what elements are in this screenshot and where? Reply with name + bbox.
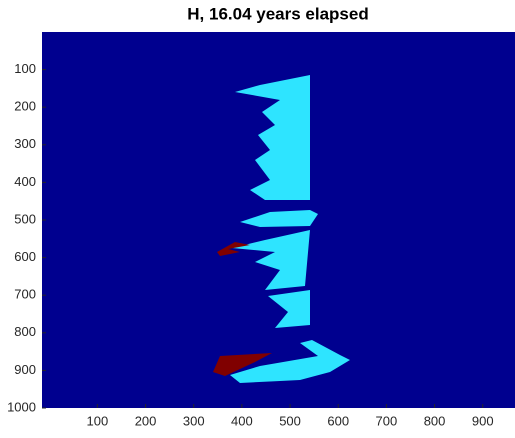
region: [230, 340, 350, 383]
y-tick-label: 1000: [7, 399, 36, 414]
y-tick-label: 900: [14, 362, 36, 377]
x-tick-label: 500: [279, 413, 301, 428]
image-content: [213, 75, 350, 383]
y-tick-label: 100: [14, 61, 36, 76]
x-tick-label: 700: [376, 413, 398, 428]
region: [232, 230, 310, 290]
y-tick-label: 600: [14, 249, 36, 264]
region: [217, 242, 250, 256]
y-tick-label: 300: [14, 136, 36, 151]
region: [235, 75, 310, 200]
y-tick-label: 700: [14, 287, 36, 302]
y-tick-label: 800: [14, 324, 36, 339]
x-tick-label: 400: [231, 413, 253, 428]
chart-title: H, 16.04 years elapsed: [187, 4, 368, 23]
y-tick-label: 200: [14, 99, 36, 114]
x-tick-label: 300: [183, 413, 205, 428]
x-tick-label: 200: [135, 413, 157, 428]
region: [268, 290, 310, 328]
y-tick-label: 500: [14, 211, 36, 226]
y-tick-label: 400: [14, 174, 36, 189]
x-tick-label: 800: [424, 413, 446, 428]
region: [213, 353, 272, 376]
x-tick-label: 600: [327, 413, 349, 428]
x-tick-label: 900: [472, 413, 494, 428]
region: [240, 210, 318, 227]
x-tick-label: 100: [87, 413, 109, 428]
